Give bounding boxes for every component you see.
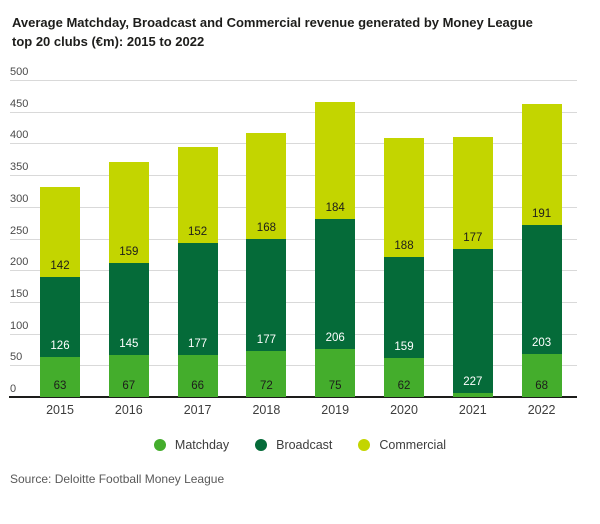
bar-segment-matchday bbox=[521, 353, 562, 397]
bar-segment-matchday bbox=[108, 354, 149, 397]
bar-segment-broadcast bbox=[315, 218, 356, 350]
x-axis-line bbox=[9, 396, 577, 398]
bar-segment-broadcast bbox=[246, 239, 287, 352]
gridline bbox=[10, 365, 577, 367]
bar-value-label: 68 bbox=[535, 380, 548, 392]
bar-segment-broadcast bbox=[452, 249, 493, 394]
bar-segment-broadcast bbox=[384, 256, 424, 358]
bar-segment-matchday bbox=[315, 349, 356, 397]
bar-segment-broadcast bbox=[108, 262, 149, 355]
gridline bbox=[10, 238, 577, 240]
gridline bbox=[10, 175, 577, 177]
y-axis-tick-label: 300 bbox=[10, 192, 29, 205]
bar-value-label: 227 bbox=[463, 376, 483, 389]
bar-value-label: 177 bbox=[256, 334, 276, 347]
chart-title-line2: top 20 clubs (€m): 2015 to 2022 bbox=[12, 34, 205, 49]
bar-value-label: 188 bbox=[394, 239, 414, 252]
bar-segment-commercial bbox=[108, 161, 149, 263]
x-axis-tick-label: 2017 bbox=[183, 403, 212, 417]
x-axis-tick-label: 2020 bbox=[390, 403, 418, 417]
gridline bbox=[10, 143, 577, 145]
legend-marker-commercial-icon bbox=[358, 439, 371, 451]
x-axis-tick-label: 2022 bbox=[527, 403, 556, 417]
bar-segment-commercial bbox=[177, 146, 218, 243]
bar-segment-matchday bbox=[246, 351, 287, 397]
bar-segment-matchday bbox=[40, 357, 80, 397]
legend-marker-matchday-icon bbox=[153, 439, 166, 451]
bar-value-label: 66 bbox=[191, 380, 204, 392]
bar-value-label: 145 bbox=[119, 337, 139, 350]
bar-segment-commercial bbox=[315, 102, 356, 219]
legend-label-matchday: Matchday bbox=[174, 438, 230, 452]
bar-segment-commercial bbox=[246, 132, 287, 240]
bar-segment-broadcast bbox=[521, 225, 562, 354]
bar-segment-commercial bbox=[521, 104, 562, 226]
gridline bbox=[10, 206, 577, 208]
legend-item-broadcast: Broadcast bbox=[255, 438, 332, 452]
gridline bbox=[10, 80, 577, 81]
bar-value-label: 206 bbox=[325, 332, 345, 345]
bar-value-label: 159 bbox=[119, 245, 139, 258]
bar-segment-commercial bbox=[452, 137, 493, 250]
bar-value-label: 159 bbox=[394, 340, 414, 353]
bar-value-label: 142 bbox=[50, 260, 70, 273]
bar-value-label: 203 bbox=[532, 336, 552, 349]
y-axis-tick-label: 200 bbox=[10, 256, 29, 269]
legend-label-broadcast: Broadcast bbox=[276, 438, 333, 452]
bar-value-label: 152 bbox=[188, 225, 208, 238]
y-axis-tick-label: 450 bbox=[10, 97, 29, 110]
bar-value-label: 177 bbox=[463, 232, 483, 245]
x-axis-tick-label: 2021 bbox=[458, 403, 487, 417]
bar-segment-broadcast bbox=[40, 277, 80, 358]
bar-segment-matchday bbox=[177, 355, 218, 397]
source-text: Source: Deloitte Football Money League bbox=[10, 472, 225, 486]
bar-segment-commercial bbox=[384, 137, 424, 257]
chart-title-line1: Average Matchday, Broadcast and Commerci… bbox=[12, 15, 533, 30]
bar-segment-broadcast bbox=[177, 242, 218, 356]
bar-value-label: 75 bbox=[328, 380, 342, 392]
bar-value-label: 62 bbox=[397, 380, 411, 392]
bar-segment-matchday bbox=[452, 393, 493, 397]
y-axis-tick-label: 100 bbox=[10, 319, 29, 332]
y-axis-tick-label: 0 bbox=[10, 383, 17, 395]
bar-value-label: 72 bbox=[259, 380, 273, 392]
bar-value-label: 126 bbox=[50, 340, 70, 353]
x-axis-tick-label: 2015 bbox=[46, 403, 74, 417]
y-axis-tick-label: 50 bbox=[10, 351, 23, 364]
legend: Matchday Broadcast Commercial bbox=[0, 438, 600, 452]
chart-title: Average Matchday, Broadcast and Commerci… bbox=[12, 13, 533, 51]
x-axis-tick-label: 2016 bbox=[114, 403, 143, 417]
legend-label-commercial: Commercial bbox=[379, 438, 447, 452]
legend-marker-broadcast-icon bbox=[255, 439, 268, 451]
gridline bbox=[10, 301, 577, 303]
y-axis-tick-label: 150 bbox=[10, 287, 29, 300]
bar-segment-commercial bbox=[40, 187, 80, 278]
bar-value-label: 191 bbox=[532, 208, 552, 221]
y-axis-tick-label: 400 bbox=[10, 129, 29, 142]
bar-value-label: 67 bbox=[122, 380, 136, 392]
y-axis-tick-label: 250 bbox=[10, 224, 29, 237]
x-axis-tick-label: 2019 bbox=[321, 403, 350, 417]
y-axis-tick-label: 350 bbox=[10, 161, 29, 174]
gridline bbox=[10, 333, 577, 335]
gridline bbox=[10, 111, 577, 113]
bar-value-label: 184 bbox=[325, 201, 345, 214]
y-axis-tick-label: 500 bbox=[10, 66, 29, 78]
bar-value-label: 63 bbox=[53, 380, 67, 392]
x-axis-tick-label: 2018 bbox=[252, 403, 281, 417]
legend-item-matchday: Matchday bbox=[153, 438, 230, 452]
legend-item-commercial: Commercial bbox=[358, 438, 446, 452]
bar-value-label: 168 bbox=[256, 222, 276, 235]
gridline bbox=[10, 270, 577, 272]
bar-value-label: 177 bbox=[188, 338, 208, 351]
bar-segment-matchday bbox=[384, 357, 424, 397]
